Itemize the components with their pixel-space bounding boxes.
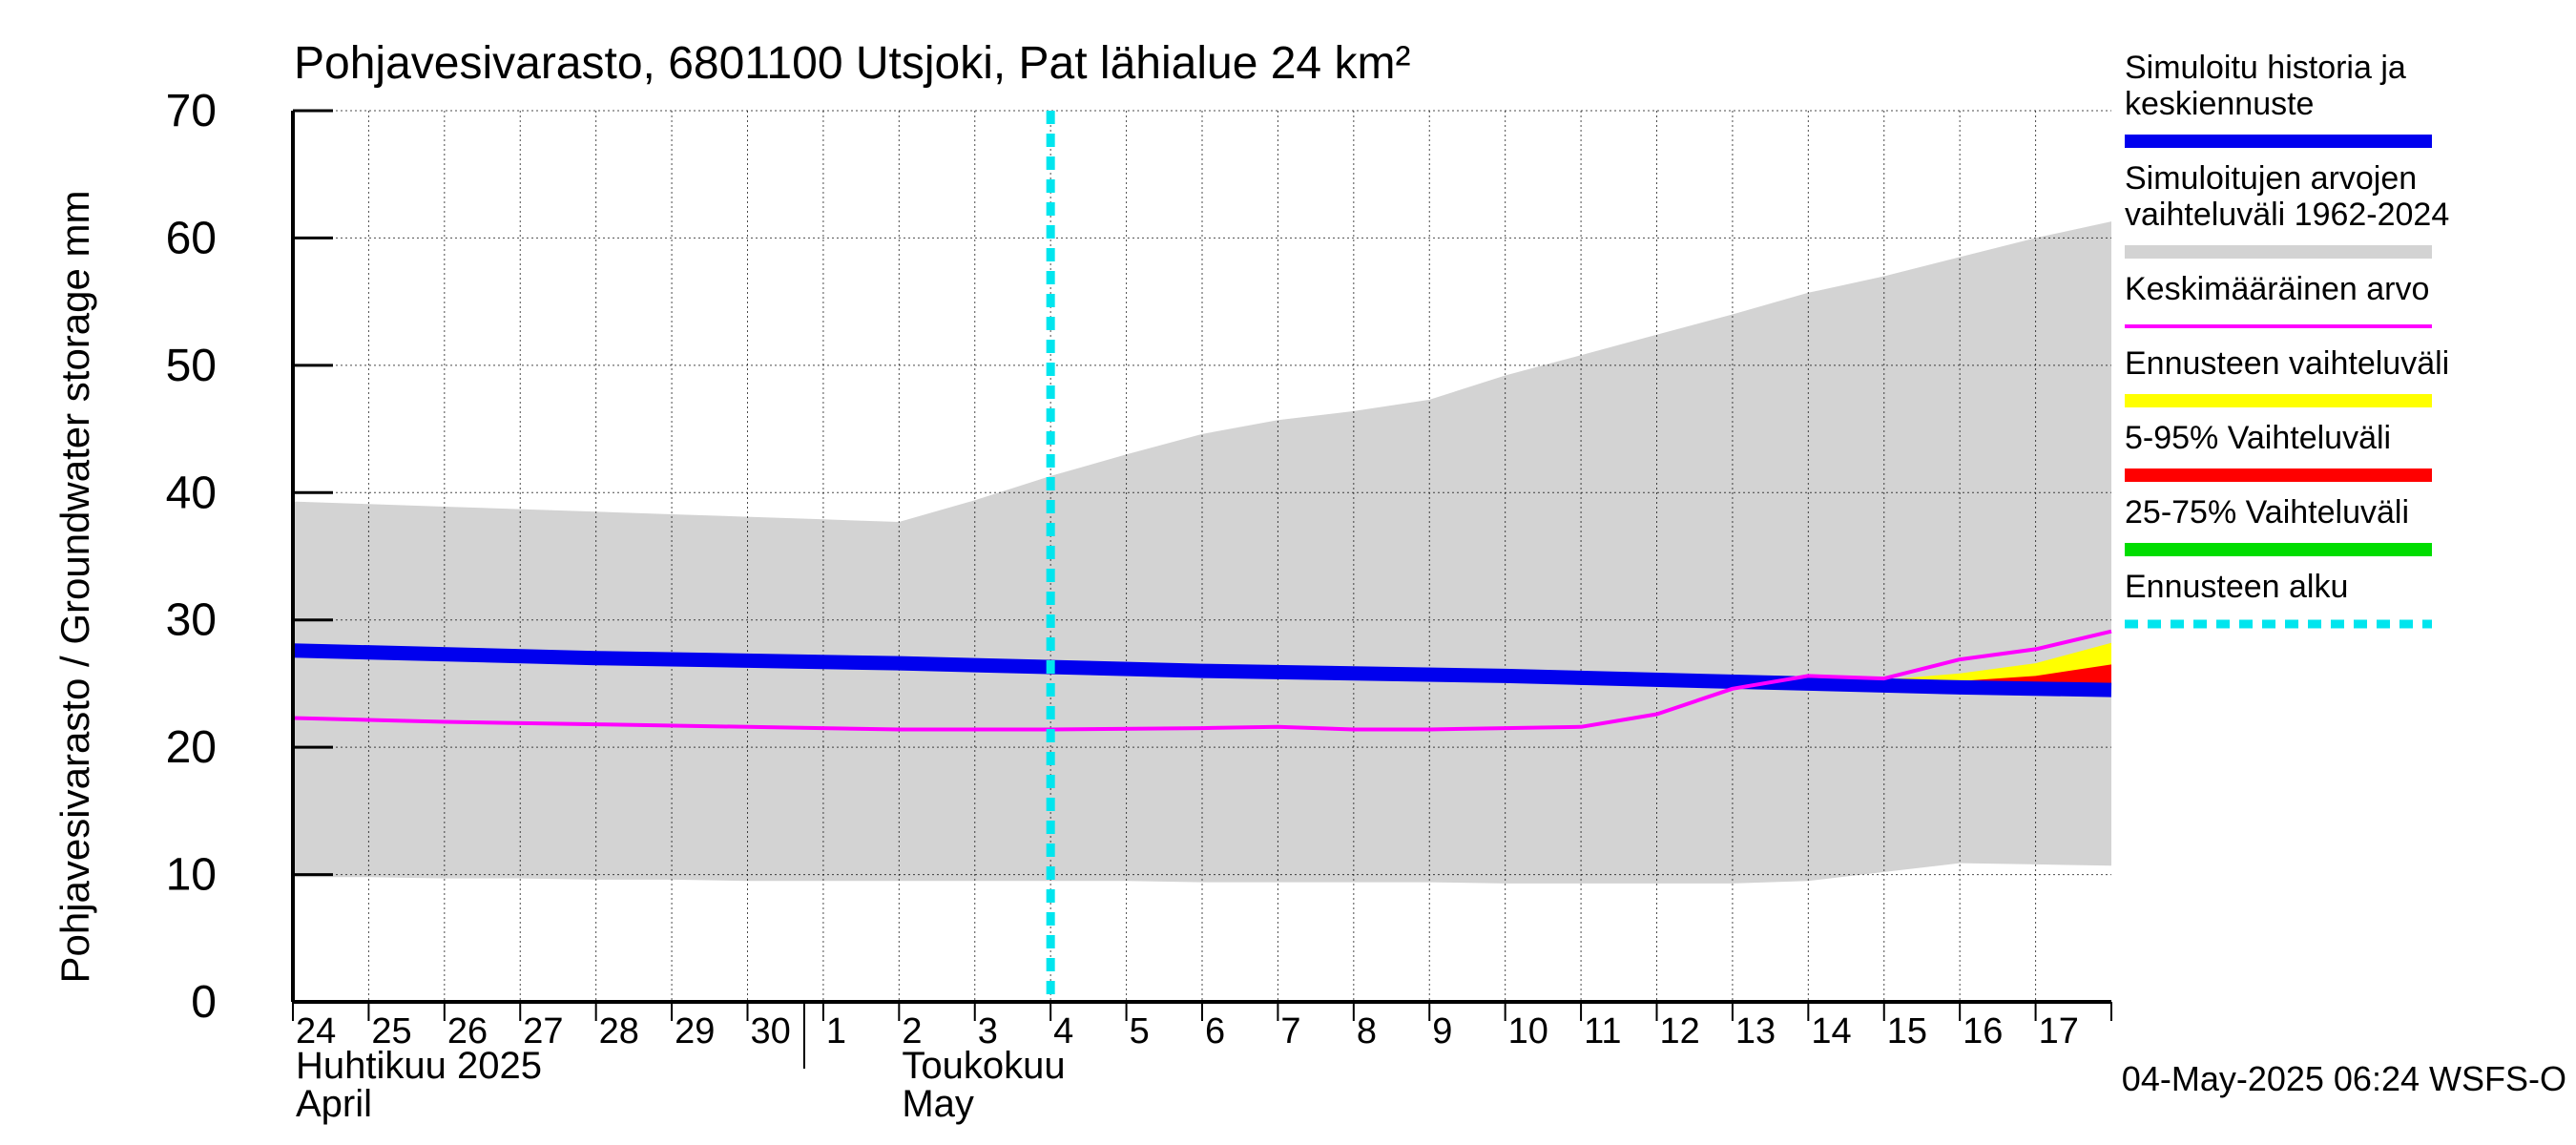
legend-label: Simuloitu historia ja	[2125, 50, 2406, 86]
month-label-fi: Huhtikuu 2025	[296, 1045, 542, 1087]
chart-title: Pohjavesivarasto, 6801100 Utsjoki, Pat l…	[294, 38, 1410, 89]
x-tick-label: 28	[599, 1011, 639, 1051]
x-tick-label: 7	[1280, 1011, 1300, 1051]
x-tick-label: 26	[447, 1011, 488, 1051]
x-tick-label: 8	[1357, 1011, 1377, 1051]
x-tick-label: 4	[1053, 1011, 1073, 1051]
x-tick-label: 16	[1963, 1011, 2003, 1051]
x-tick-label: 27	[523, 1011, 563, 1051]
x-tick-label: 3	[978, 1011, 998, 1051]
x-tick-label: 2	[902, 1011, 922, 1051]
month-label-en: May	[902, 1083, 974, 1125]
x-tick-label: 30	[751, 1011, 791, 1051]
x-tick-label: 6	[1205, 1011, 1225, 1051]
x-tick-label: 9	[1432, 1011, 1452, 1051]
legend-label: Keskimääräinen arvo	[2125, 271, 2429, 307]
x-tick-label: 10	[1508, 1011, 1548, 1051]
y-tick-label: 40	[166, 468, 217, 518]
x-tick-label: 5	[1130, 1011, 1150, 1051]
month-label-fi: Toukokuu	[902, 1045, 1065, 1087]
legend-label: vaihteluväli 1962-2024	[2125, 197, 2449, 233]
y-axis-label: Pohjavesivarasto / Groundwater storage m…	[52, 190, 97, 983]
y-tick-label: 20	[166, 722, 217, 773]
legend-label: keskiennuste	[2125, 86, 2314, 122]
footer-timestamp: 04-May-2025 06:24 WSFS-O	[2122, 1059, 2566, 1098]
x-tick-label: 12	[1660, 1011, 1700, 1051]
x-tick-label: 29	[675, 1011, 715, 1051]
x-tick-label: 11	[1584, 1011, 1621, 1051]
y-tick-label: 10	[166, 850, 217, 901]
legend-label: Ennusteen alku	[2125, 569, 2348, 605]
y-tick-label: 30	[166, 595, 217, 646]
x-tick-label: 14	[1811, 1011, 1851, 1051]
series-simulated-mean-line	[292, 643, 2112, 697]
legend-label: Ennusteen vaihteluväli	[2125, 345, 2449, 382]
x-tick-label: 17	[2039, 1011, 2079, 1051]
series-average-line	[292, 629, 2112, 732]
legend-label: 25-75% Vaihteluväli	[2125, 494, 2409, 531]
y-tick-label: 0	[191, 977, 217, 1028]
month-label-en: April	[296, 1083, 372, 1125]
grid-layer	[293, 110, 2111, 1002]
x-tick-label: 15	[1887, 1011, 1927, 1051]
y-tick-label: 70	[166, 86, 217, 136]
x-tick-label: 1	[826, 1011, 846, 1051]
x-tick-label: 24	[296, 1011, 336, 1051]
x-tick-label: 13	[1735, 1011, 1776, 1051]
legend-label: 5-95% Vaihteluväli	[2125, 420, 2391, 456]
series-lines-layer	[292, 111, 2112, 1002]
y-tick-label: 60	[166, 213, 217, 263]
y-tick-label: 50	[166, 341, 217, 391]
legend-label: Simuloitujen arvojen	[2125, 160, 2417, 197]
x-tick-label: 25	[371, 1011, 411, 1051]
